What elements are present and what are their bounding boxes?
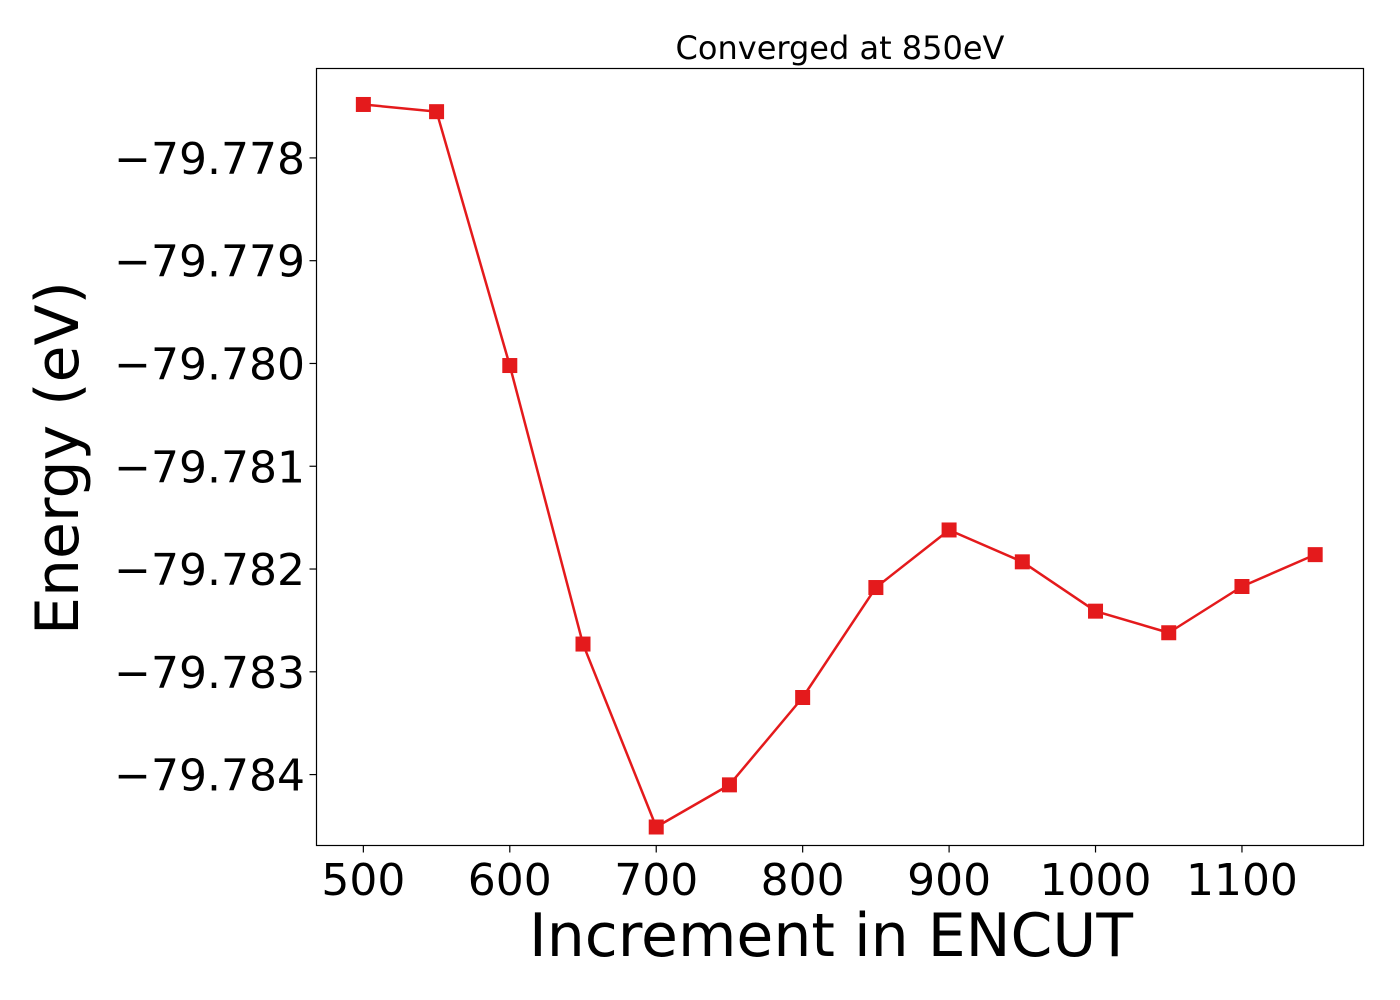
y-tick-label: −79.781 bbox=[114, 442, 305, 493]
y-tick-label: −79.784 bbox=[114, 751, 305, 802]
y-axis-title: Energy (eV) bbox=[23, 281, 93, 635]
x-axis-ticks: 500 600 700 800 900 1000 1100 bbox=[321, 845, 1298, 906]
data-point-marker bbox=[1014, 554, 1030, 570]
data-point-marker bbox=[941, 522, 957, 538]
y-tick-label: −79.779 bbox=[114, 237, 305, 288]
data-point-marker bbox=[1307, 547, 1323, 563]
y-tick-label: −79.782 bbox=[114, 545, 305, 596]
y-tick-label: −79.780 bbox=[114, 339, 305, 390]
x-tick-label: 1000 bbox=[1040, 855, 1152, 906]
plot-area-frame bbox=[315, 67, 1365, 847]
x-tick-label: 900 bbox=[907, 855, 991, 906]
data-point-marker bbox=[1234, 579, 1250, 594]
x-tick-label: 600 bbox=[468, 855, 552, 906]
data-point-marker bbox=[575, 636, 591, 652]
x-axis-title: Increment in ENCUT bbox=[529, 901, 1133, 971]
x-tick-label: 700 bbox=[614, 855, 698, 906]
x-tick-label: 1100 bbox=[1186, 855, 1298, 906]
y-axis-ticks: −79.778 −79.779 −79.780 −79.781 −79.782 −79.7… bbox=[114, 134, 317, 802]
series-layer bbox=[355, 96, 1323, 835]
data-point-marker bbox=[1088, 603, 1104, 619]
x-tick-label: 500 bbox=[321, 855, 405, 906]
y-tick-label: −79.783 bbox=[114, 648, 305, 699]
y-tick-label: −79.778 bbox=[114, 134, 305, 185]
data-point-marker bbox=[721, 777, 737, 793]
data-point-marker bbox=[355, 96, 371, 112]
data-point-marker bbox=[648, 819, 664, 835]
data-point-marker bbox=[795, 690, 811, 705]
chart-title: Converged at 850eV bbox=[676, 29, 1005, 67]
x-tick-label: 800 bbox=[761, 855, 845, 906]
data-point-marker bbox=[502, 358, 518, 374]
series-line bbox=[363, 103, 1316, 829]
data-point-marker bbox=[429, 104, 445, 120]
data-point-marker bbox=[1161, 625, 1177, 641]
data-point-marker bbox=[868, 580, 884, 596]
